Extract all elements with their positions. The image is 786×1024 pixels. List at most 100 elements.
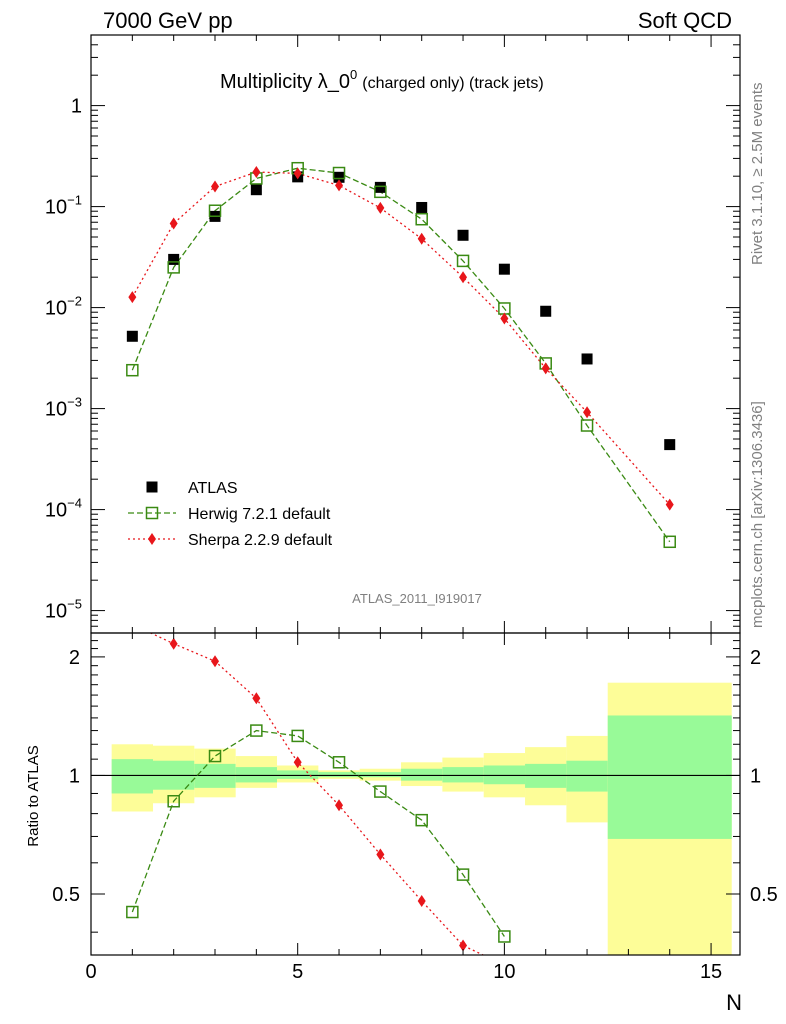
main-point-herwig-7 [374,185,387,199]
main-point-atlas-7 [374,181,386,193]
ratio-point-herwig-2 [167,794,180,808]
ratio-y-tick-label-right: 0.5 [750,884,778,906]
ratio-point-herwig-7 [374,785,387,798]
ratio-uncertainty-bands [111,682,732,955]
legend-label-sherpa: Sherpa 2.2.9 default [188,532,333,549]
main-y-tick-label: 10−5 [45,597,82,623]
main-point-atlas-11 [540,305,552,317]
stat-band-6 [359,772,402,778]
ratio-ylabel: Ratio to ATLAS [25,745,42,846]
main-point-herwig-12 [580,419,594,432]
chart-title: Multiplicity λ_00 (charged only) (track j… [220,67,544,93]
ratio-point-sherpa-2 [169,637,178,650]
ratio-y-tick-label-left: 2 [69,647,80,669]
ratio-y-tick-label-left: 1 [69,765,80,787]
main-point-atlas-4 [250,184,262,196]
main-point-herwig-1 [126,363,139,377]
main-point-herwig-14 [663,535,676,549]
main-point-sherpa-3 [211,180,220,193]
plot-frames [90,34,741,956]
main-point-atlas-1 [126,330,138,342]
chart-title-main: Multiplicity λ_0 [220,71,350,93]
x-axis-label: N [726,990,742,1015]
main-point-sherpa-9 [459,271,468,284]
legend-marker-herwig [145,506,159,520]
chart-title-superscript: 0 [350,67,357,82]
axis-ticks: 0 5 10 15 1 10−1 10−2 10−3 10−4 10−5 2 2 1 1 0.5 0.5 [45,34,778,983]
main-point-sherpa-11 [541,362,550,375]
ratio-point-sherpa-8 [417,894,426,907]
main-point-sherpa-6 [335,179,344,192]
ratio-point-sherpa-9 [459,939,468,952]
legend-marker-atlas [146,481,158,493]
ratio-y-tick-label-left: 0.5 [52,884,80,906]
main-point-sherpa-2 [169,217,178,230]
ratio-point-herwig-1 [126,905,139,919]
main-point-herwig-6 [332,166,346,180]
main-point-sherpa-1 [128,291,137,304]
ratio-point-sherpa-6 [335,799,344,812]
ratio-point-herwig-3 [208,749,222,763]
main-y-tick-label: 10−4 [45,496,82,522]
header-left: 7000 GeV pp [103,8,233,33]
main-y-tick-label: 10−1 [45,193,82,219]
main-point-atlas-8 [416,201,428,213]
main-point-atlas-9 [457,229,469,241]
legend: ATLAS Herwig 7.2.1 default Sherpa 2.2.9 de… [128,480,333,549]
main-point-herwig-8 [415,212,428,226]
legend-marker-sherpa [148,533,156,545]
main-point-sherpa-14 [665,498,674,511]
main-point-atlas-2 [168,253,180,265]
data-markers [126,161,676,952]
main-point-herwig-9 [456,254,470,268]
stat-band-7 [401,768,443,781]
stat-band-4 [277,770,319,779]
main-point-atlas-14 [664,439,676,451]
chart-title-suffix: (charged only) (track jets) [362,75,543,92]
main-point-herwig-3 [208,204,222,217]
ratio-point-herwig-4 [250,724,263,737]
main-y-tick-label: 1 [71,96,82,118]
x-tick-label-10: 10 [493,961,515,983]
stat-band-12 [607,715,732,839]
main-point-atlas-6 [333,171,345,183]
ratio-plot-frame [90,632,741,956]
ratio-point-herwig-5 [291,729,304,743]
stat-band-0 [111,759,154,794]
legend-label-herwig: Herwig 7.2.1 default [188,506,331,523]
main-point-herwig-10 [498,302,511,315]
ratio-point-sherpa-3 [211,655,220,668]
stat-band-3 [235,767,278,783]
ratio-series-lines [91,633,740,955]
mcplots-label: mcplots.cern.ch [arXiv:1306.3436] [749,401,766,628]
header-right: Soft QCD [638,8,732,33]
main-point-sherpa-8 [417,232,426,245]
main-point-herwig-2 [167,261,180,274]
ratio-point-herwig-10 [498,930,511,943]
x-tick-label-0: 0 [85,961,96,983]
ratio-point-herwig-6 [332,756,346,769]
main-point-sherpa-7 [376,201,385,214]
x-tick-label-15: 15 [700,961,722,983]
ratio-point-sherpa-4 [252,692,261,705]
stat-band-8 [442,767,484,783]
main-point-atlas-10 [498,263,510,275]
ratio-y-tick-label-right: 1 [750,765,761,787]
ratio-point-sherpa-7 [376,848,385,861]
rivet-label: Rivet 3.1.10, ≥ 2.5M events [749,83,766,266]
stat-band-5 [318,772,360,778]
main-y-tick-label: 10−2 [45,294,82,320]
main-point-atlas-12 [581,353,593,365]
x-tick-label-5: 5 [292,961,303,983]
stat-band-11 [566,760,608,792]
main-line-sherpa [131,171,671,506]
main-point-sherpa-5 [293,167,302,180]
analysis-id: ATLAS_2011_I919017 [352,591,482,606]
main-point-sherpa-10 [500,312,509,325]
main-point-sherpa-12 [583,406,592,419]
ratio-point-sherpa-5 [293,756,302,769]
ratio-point-herwig-9 [456,868,470,881]
main-point-sherpa-4 [252,166,261,179]
ratio-y-tick-label-right: 2 [750,647,761,669]
